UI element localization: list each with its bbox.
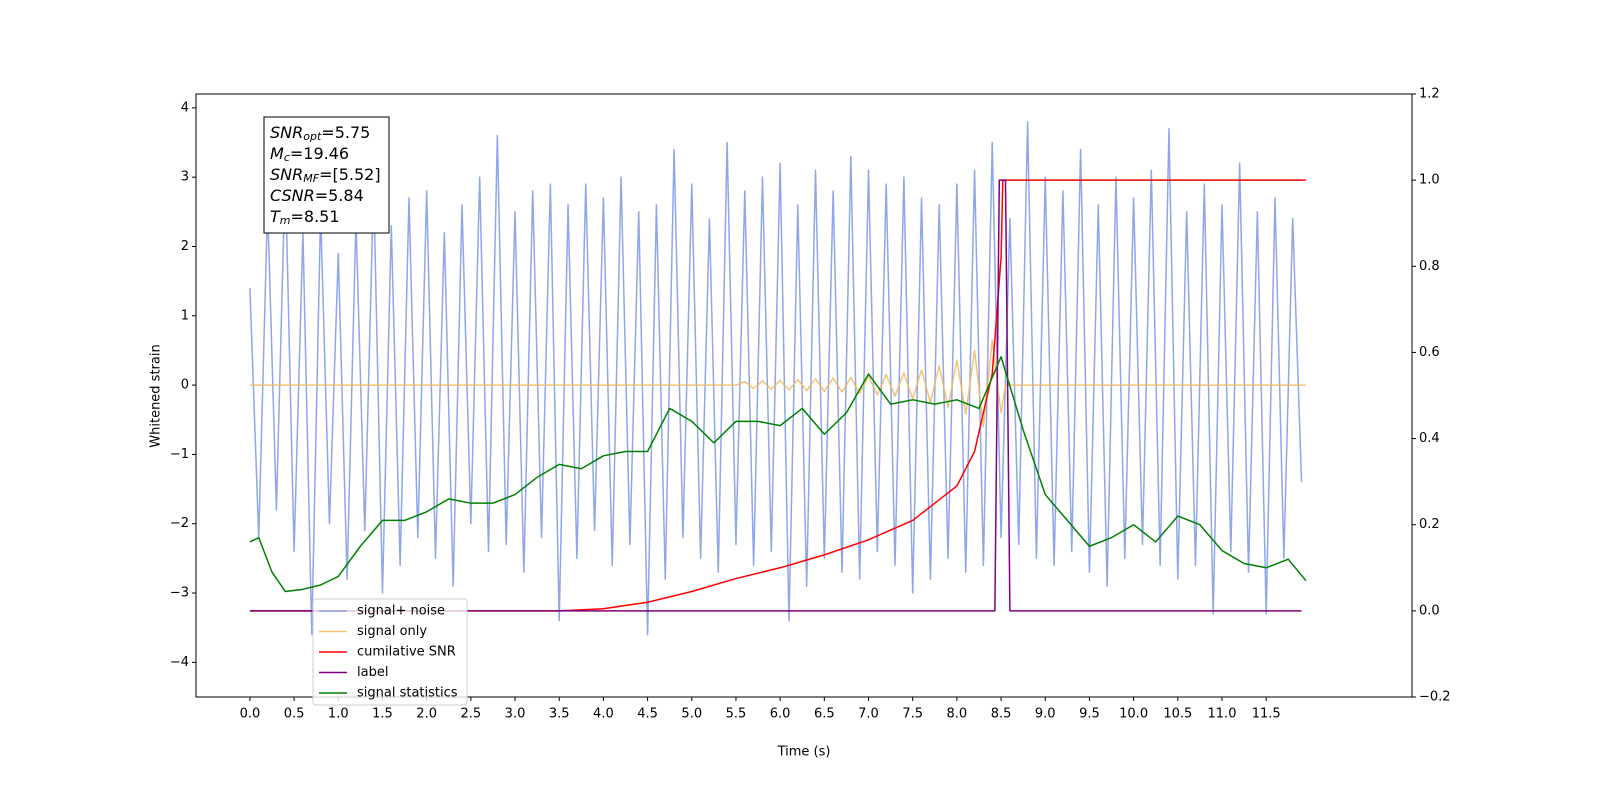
x-tick-label: 10.0 (1119, 707, 1148, 722)
annotation-value: =5.75 (321, 123, 370, 142)
x-tick-label: 7.0 (858, 707, 879, 722)
series-line (249, 179, 1302, 612)
y2-tick-label: 0.6 (1419, 345, 1440, 360)
x-tick-label: 8.5 (991, 707, 1012, 722)
annotation-symbol: T (270, 207, 281, 226)
x-tick-label: 1.5 (372, 707, 393, 722)
annotation-subscript: opt (303, 130, 322, 143)
annotation-line: SNRopt=5.75 (270, 123, 370, 144)
annotation-line: SNRMF=[5.52] (270, 165, 381, 186)
x-tick-label: 9.5 (1079, 707, 1100, 722)
x-tick-label: 10.5 (1163, 707, 1192, 722)
x-tick-label: 0.5 (284, 707, 305, 722)
y-tick-label: −1 (170, 447, 189, 462)
annotation-box: SNRopt=5.75Mc=19.46SNRMF=[5.52]CSNR=5.84… (263, 116, 390, 234)
annotation-symbol: CSNR (270, 186, 315, 205)
x-tick-label: 6.5 (814, 707, 835, 722)
y2-tick-label: 1.0 (1419, 173, 1440, 188)
series-line (249, 120, 1303, 636)
annotation-subscript: c (284, 151, 290, 164)
x-tick-label: 4.0 (593, 707, 614, 722)
annotation-symbol: M (270, 144, 284, 163)
legend-label: signal+ noise (357, 604, 445, 619)
y-tick-label: −4 (170, 655, 189, 670)
y-tick-label: −2 (170, 516, 189, 531)
legend-label: signal only (357, 624, 427, 639)
legend-label: signal statistics (357, 686, 458, 701)
legend-frame (312, 598, 468, 706)
x-tick-label: 6.0 (770, 707, 791, 722)
y-tick-label: −3 (170, 586, 189, 601)
x-tick-label: 5.5 (726, 707, 747, 722)
y2-tick-label: 0.2 (1419, 517, 1440, 532)
x-tick-label: 3.0 (505, 707, 526, 722)
annotation-symbol: SNR (270, 165, 303, 184)
y-tick-label: 1 (181, 308, 189, 323)
annotation-value: =5.84 (315, 186, 364, 205)
annotation-value: =[5.52] (319, 165, 381, 184)
x-tick-label: 8.0 (947, 707, 968, 722)
y2-tick-label: −0.2 (1419, 690, 1451, 705)
y2-tick-label: 1.2 (1419, 87, 1440, 102)
x-tick-label: 11.5 (1252, 707, 1281, 722)
annotation-frame (263, 116, 390, 234)
x-tick-label: 11.0 (1208, 707, 1237, 722)
y2-tick-label: 0.8 (1419, 259, 1440, 274)
y-tick-label: 4 (181, 100, 189, 115)
y-tick-label: 0 (181, 378, 189, 393)
x-tick-label: 9.0 (1035, 707, 1056, 722)
annotation-line: Mc=19.46 (270, 144, 349, 165)
series-line (249, 179, 1306, 612)
y-axis-label: Whitened strain (149, 344, 164, 447)
annotation-line: Tm=8.51 (270, 207, 340, 228)
x-tick-label: 3.5 (549, 707, 570, 722)
x-tick-label: 0.0 (240, 707, 261, 722)
annotation-line: CSNR=5.84 (270, 186, 364, 205)
x-tick-label: 7.5 (902, 707, 923, 722)
y2-tick-label: 0.4 (1419, 431, 1440, 446)
y2-tick-label: 0.0 (1419, 603, 1440, 618)
annotation-value: =8.51 (291, 207, 340, 226)
annotation-subscript: m (280, 214, 291, 227)
x-tick-label: 1.0 (328, 707, 349, 722)
series-line (249, 355, 1307, 593)
legend-label: label (357, 665, 388, 680)
y-tick-label: 3 (181, 170, 189, 185)
series-line (249, 339, 1306, 428)
annotation-symbol: SNR (270, 123, 303, 142)
annotation-subscript: MF (303, 172, 319, 185)
annotation-value: =19.46 (290, 144, 349, 163)
x-tick-label: 5.0 (681, 707, 702, 722)
legend-label: cumilative SNR (357, 645, 456, 660)
legend: signal+ noise signal only cumilative SNR la… (312, 598, 468, 706)
x-tick-label: 2.0 (416, 707, 437, 722)
y-tick-label: 2 (181, 239, 189, 254)
x-tick-label: 4.5 (637, 707, 658, 722)
plot-frame (195, 93, 1413, 698)
x-tick-label: 2.5 (460, 707, 481, 722)
x-axis-label: Time (s) (777, 745, 831, 760)
